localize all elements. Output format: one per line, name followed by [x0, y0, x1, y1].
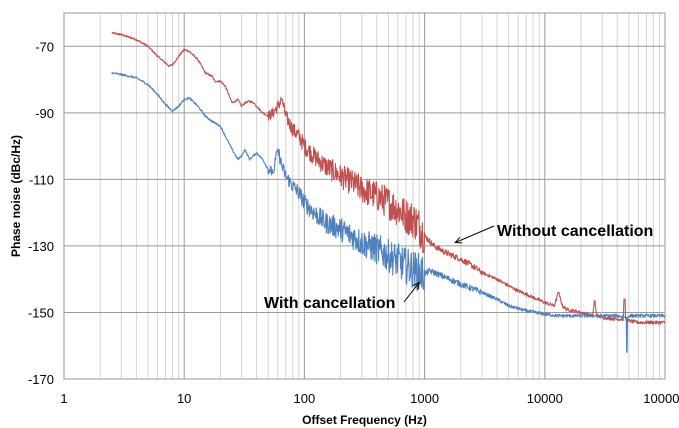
y-axis-ticks: -70 -90 -110 -130 -150 -170: [28, 39, 54, 387]
x-tick-label: 10: [177, 391, 191, 406]
y-tick-label: -70: [35, 39, 54, 54]
arrow-without-cancellation: [454, 225, 495, 244]
minor-grid: [99, 13, 660, 379]
x-axis-title: Offset Frequency (Hz): [302, 413, 427, 427]
x-tick-label: 1: [60, 391, 67, 406]
x-axis-ticks: 1 10 100 1000 10000 100000: [60, 391, 679, 406]
series-line-1: [111, 31, 666, 325]
series-line-2: [111, 72, 666, 353]
y-tick-label: -130: [28, 239, 54, 254]
annotations: Without cancellation With cancellation: [264, 223, 653, 312]
y-tick-label: -170: [28, 372, 54, 387]
y-tick-label: -90: [35, 106, 54, 121]
x-tick-label: 1000: [410, 391, 439, 406]
series-layer: [111, 31, 666, 353]
annotation-without-cancellation: Without cancellation: [497, 223, 653, 240]
y-tick-label: -110: [29, 172, 54, 187]
y-axis-title: Phase noise (dBc/Hz): [9, 135, 23, 257]
y-tick-label: -150: [28, 305, 54, 320]
x-tick-label: 10000: [527, 391, 563, 406]
annotation-with-cancellation: With cancellation: [264, 295, 395, 312]
plot-area-frame: [63, 12, 666, 380]
x-tick-label: 100: [294, 391, 316, 406]
arrow-with-cancellation: [403, 281, 420, 303]
x-tick-label: 100000: [643, 391, 679, 406]
